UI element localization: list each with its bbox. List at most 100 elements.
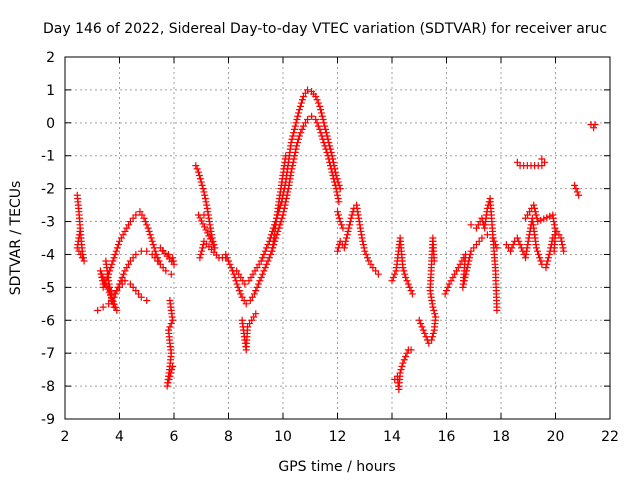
data-point-125 bbox=[112, 303, 120, 311]
data-point-418 bbox=[326, 142, 334, 150]
data-point-570 bbox=[399, 264, 407, 272]
data-point-43 bbox=[123, 264, 131, 272]
data-point-495 bbox=[346, 221, 354, 229]
data-point-395 bbox=[296, 102, 304, 110]
data-point-334 bbox=[334, 191, 341, 199]
data-point-21 bbox=[78, 254, 86, 262]
data-point-189 bbox=[195, 171, 203, 179]
data-point-152 bbox=[156, 244, 164, 252]
data-point-348 bbox=[257, 257, 265, 265]
data-point-542 bbox=[399, 359, 407, 367]
x-tick-label: 6 bbox=[170, 429, 179, 445]
x-tick-label: 10 bbox=[274, 429, 292, 445]
data-point-493 bbox=[344, 227, 352, 235]
data-point-582 bbox=[419, 326, 427, 334]
x-tick-label: 12 bbox=[329, 429, 347, 445]
data-point-489 bbox=[341, 241, 349, 249]
data-point-482 bbox=[282, 152, 290, 160]
data-point-217 bbox=[202, 226, 210, 234]
data-point-187 bbox=[193, 165, 201, 173]
chart-title: Day 146 of 2022, Sidereal Day-to-day VTE… bbox=[43, 21, 607, 37]
data-point-84 bbox=[147, 234, 155, 242]
data-point-195 bbox=[201, 191, 209, 199]
data-point-545 bbox=[403, 349, 411, 357]
data-point-83 bbox=[146, 231, 154, 239]
data-point-63 bbox=[111, 250, 119, 258]
data-point-816 bbox=[575, 191, 583, 199]
data-point-527 bbox=[338, 221, 346, 229]
data-point-214 bbox=[206, 235, 214, 243]
data-point-540 bbox=[397, 366, 405, 374]
data-point-253 bbox=[242, 300, 250, 308]
data-point-341 bbox=[241, 280, 249, 288]
data-point-68 bbox=[117, 234, 125, 242]
data-point-629 bbox=[445, 280, 453, 288]
data-point-755 bbox=[535, 250, 543, 258]
data-point-756 bbox=[536, 254, 544, 262]
data-point-397 bbox=[298, 96, 306, 104]
data-point-139 bbox=[98, 273, 106, 281]
data-point-775 bbox=[559, 244, 567, 252]
data-point-407 bbox=[317, 106, 325, 114]
data-point-66 bbox=[114, 241, 122, 249]
data-point-430 bbox=[335, 181, 343, 189]
data-point-427 bbox=[332, 171, 340, 179]
data-point-634 bbox=[454, 264, 462, 272]
data-point-20 bbox=[80, 257, 88, 265]
data-point-669 bbox=[467, 221, 475, 229]
data-point-426 bbox=[331, 168, 339, 176]
y-tick-label: 2 bbox=[46, 50, 55, 66]
data-point-22 bbox=[77, 250, 85, 258]
x-tick-label: 2 bbox=[61, 429, 70, 445]
data-point-79 bbox=[141, 218, 149, 226]
data-point-220 bbox=[197, 217, 205, 225]
data-point-628 bbox=[444, 283, 452, 291]
data-point-757 bbox=[537, 257, 545, 265]
data-point-223 bbox=[200, 211, 208, 219]
data-point-49 bbox=[143, 247, 151, 255]
data-point-126 bbox=[110, 300, 118, 308]
data-point-213 bbox=[208, 238, 216, 246]
data-point-670 bbox=[472, 224, 480, 232]
data-point-494 bbox=[345, 224, 353, 232]
data-point-247 bbox=[233, 280, 241, 288]
data-point-543 bbox=[400, 356, 408, 364]
data-point-86 bbox=[149, 241, 157, 249]
y-tick-label: -1 bbox=[41, 149, 55, 165]
data-point-238 bbox=[222, 250, 230, 258]
data-point-650 bbox=[460, 277, 468, 285]
data-point-261 bbox=[257, 273, 265, 281]
data-points bbox=[73, 86, 599, 393]
data-point-723 bbox=[508, 244, 516, 252]
y-tick-labels: -9 -8 -7 -6 -5 -4 -3 -2 -1 0 1 2 bbox=[41, 50, 55, 428]
x-tick-label: 14 bbox=[383, 429, 401, 445]
data-point-352 bbox=[263, 244, 271, 252]
x-tick-label: 16 bbox=[438, 429, 456, 445]
data-point-571 bbox=[400, 267, 408, 275]
data-point-333 bbox=[333, 188, 341, 196]
data-point-389 bbox=[291, 122, 299, 130]
data-point-78 bbox=[140, 214, 148, 222]
data-point-185 bbox=[169, 362, 177, 370]
data-point-44 bbox=[125, 260, 133, 268]
data-point-196 bbox=[201, 195, 209, 203]
data-point-305 bbox=[297, 129, 305, 137]
data-point-180 bbox=[164, 379, 172, 387]
data-point-497 bbox=[347, 214, 355, 222]
data-point-87 bbox=[150, 244, 158, 252]
data-point-421 bbox=[328, 152, 336, 160]
data-point-396 bbox=[297, 99, 305, 107]
data-point-522 bbox=[374, 270, 382, 278]
data-point-132 bbox=[103, 282, 111, 290]
data-point-579 bbox=[415, 316, 423, 324]
data-point-719 bbox=[493, 306, 501, 314]
data-point-760 bbox=[543, 260, 551, 268]
data-point-144 bbox=[169, 254, 177, 262]
data-point-409 bbox=[318, 112, 326, 120]
data-point-654 bbox=[463, 264, 471, 272]
data-point-182 bbox=[166, 372, 174, 380]
data-point-181 bbox=[165, 376, 173, 384]
data-point-301 bbox=[293, 142, 301, 150]
data-point-759 bbox=[542, 264, 550, 272]
data-point-655 bbox=[464, 260, 472, 268]
